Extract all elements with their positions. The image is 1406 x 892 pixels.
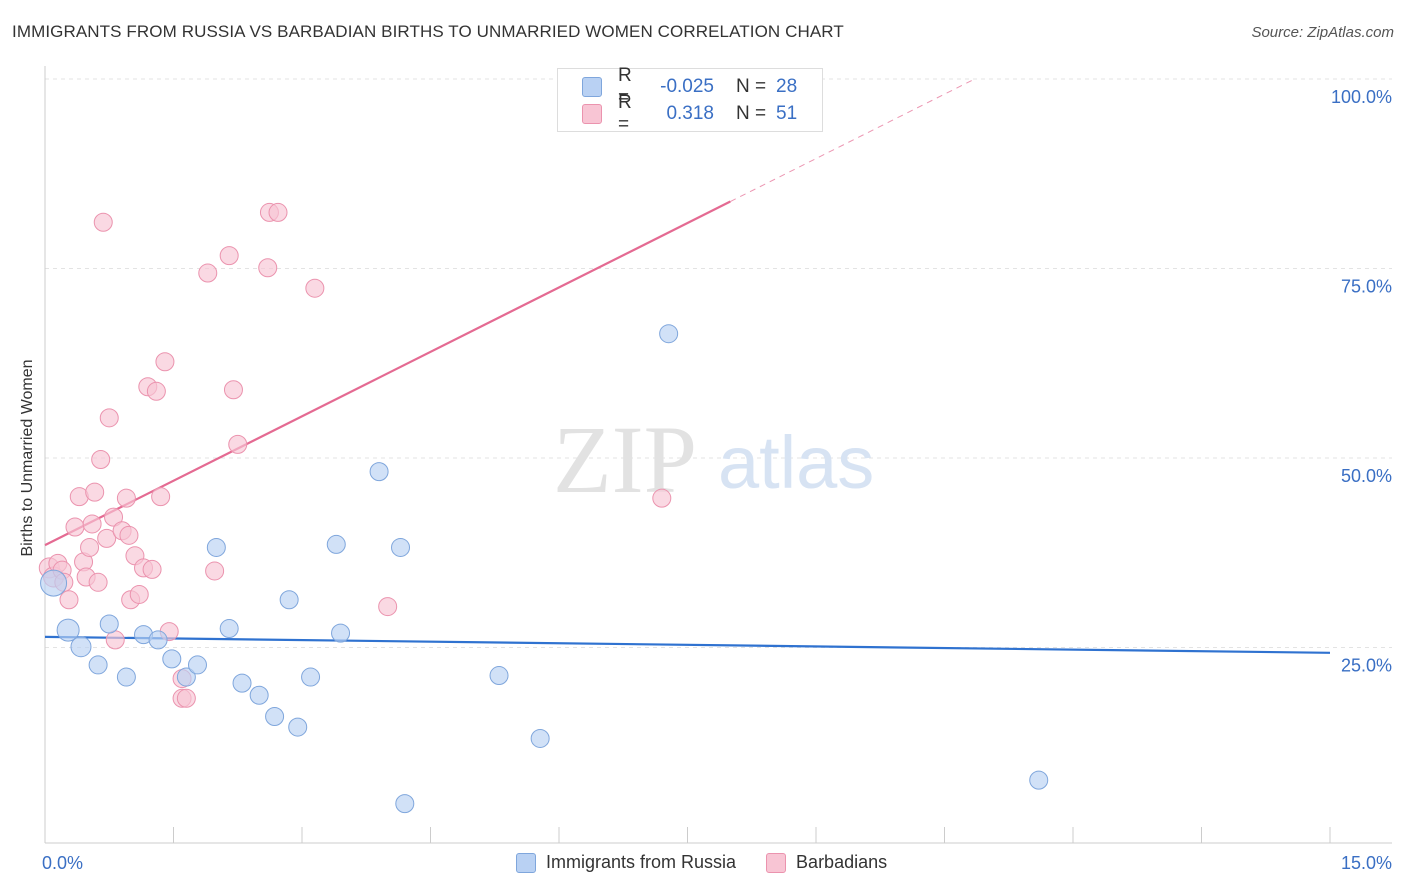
barbadian-point [228, 434, 248, 454]
r-value: -0.025 [660, 76, 714, 97]
russia-point [88, 655, 108, 675]
n-label: N = [736, 76, 767, 97]
barbadian-point [142, 559, 162, 579]
barbadian-point [119, 525, 139, 545]
russia-point [116, 667, 136, 687]
russia-point [369, 462, 389, 482]
data-points [38, 202, 1049, 814]
trend-line-0 [44, 635, 1331, 654]
r-label: R = [618, 65, 632, 108]
russia-point [99, 614, 119, 634]
barbadian-point [268, 202, 288, 222]
russia-point [659, 324, 679, 344]
barbadian-point [91, 450, 111, 470]
russia-point [331, 623, 351, 643]
barbadian-point [219, 246, 239, 266]
gridlines [45, 78, 1392, 648]
barbadians-swatch [766, 852, 787, 873]
barbadian-point [146, 381, 166, 401]
russia-point [326, 534, 346, 554]
barbadian-point [305, 278, 325, 298]
chart-title: IMMIGRANTS FROM RUSSIA VS BARBADIAN BIRT… [12, 22, 844, 41]
russia-point [249, 685, 269, 705]
tick-labels: 25.0% 50.0% 75.0% 100.0% 0.0% 15.0% [42, 87, 1392, 873]
r-label: R = [618, 92, 632, 135]
y-tick-label: 75.0% [1341, 277, 1392, 297]
barbadian-point [80, 537, 100, 557]
watermark-zip: ZIP [553, 406, 697, 513]
y-tick-label: 100.0% [1331, 87, 1392, 107]
russia-point [70, 636, 92, 658]
barbadian-point [652, 488, 672, 508]
legend-item-russia[interactable]: Immigrants from Russia [516, 852, 736, 873]
legend-row-barbadians: R = 0.318 N = 51 [582, 92, 798, 135]
trend-line-dashed-1 [730, 78, 975, 202]
russia-point [206, 537, 226, 557]
barbadian-point [198, 263, 218, 283]
legend-label-russia: Immigrants from Russia [546, 852, 737, 872]
barbadian-point [93, 212, 113, 232]
russia-point [301, 667, 321, 687]
barbadian-point [99, 408, 119, 428]
russia-point [148, 630, 168, 650]
russia-point [40, 569, 68, 597]
correlation-legend: R = -0.025 N = 28 R = 0.318 N = 51 [557, 65, 823, 135]
source-credit: Source: ZipAtlas.com [1251, 24, 1394, 41]
barbadian-point [105, 630, 125, 650]
russia-point [1029, 770, 1049, 790]
barbadian-point [65, 517, 85, 537]
russia-swatch [582, 77, 602, 97]
russia-point [219, 619, 239, 639]
barbadian-point [258, 258, 278, 278]
russia-point [395, 794, 415, 814]
trend-lines [44, 78, 1331, 654]
barbadian-point [85, 482, 105, 502]
barbadian-point [104, 507, 124, 527]
n-label: N = [736, 103, 767, 124]
barbadian-point [378, 597, 398, 617]
barbadian-point [82, 514, 102, 534]
barbadians-swatch [582, 104, 602, 124]
r-value: 0.318 [666, 103, 714, 124]
barbadian-point [223, 380, 243, 400]
barbadian-point [151, 487, 171, 507]
russia-point [56, 618, 80, 642]
y-tick-label: 25.0% [1341, 656, 1392, 676]
barbadian-point [59, 590, 79, 610]
series-legend: Immigrants from Russia Barbadians [516, 852, 917, 873]
watermark-atlas: atlas [718, 421, 874, 504]
russia-point [288, 717, 308, 737]
russia-point [187, 655, 207, 675]
legend-row-russia: R = -0.025 N = 28 [582, 65, 798, 108]
russia-point [162, 649, 182, 669]
barbadian-point [88, 572, 108, 592]
y-tick-label: 50.0% [1341, 466, 1392, 486]
russia-swatch [516, 852, 536, 873]
russia-point [232, 673, 252, 693]
n-value: 51 [776, 103, 798, 124]
axes [44, 66, 1392, 844]
x-tick-label-max: 15.0% [1341, 853, 1392, 873]
barbadian-point [205, 561, 225, 581]
russia-point [176, 667, 196, 687]
russia-point [489, 666, 509, 686]
russia-point [530, 728, 550, 748]
russia-point [265, 706, 285, 726]
legend-item-barbadians[interactable]: Barbadians [766, 852, 887, 873]
barbadian-point [116, 488, 136, 508]
x-tick-label-min: 0.0% [42, 853, 83, 873]
barbadian-point [129, 584, 149, 604]
russia-point [391, 537, 411, 557]
legend-label-barbadians: Barbadians [796, 852, 888, 872]
barbadian-point [176, 688, 196, 708]
barbadian-point [97, 528, 117, 548]
barbadian-point [155, 352, 175, 372]
n-value: 28 [776, 76, 798, 97]
russia-point [279, 590, 299, 610]
